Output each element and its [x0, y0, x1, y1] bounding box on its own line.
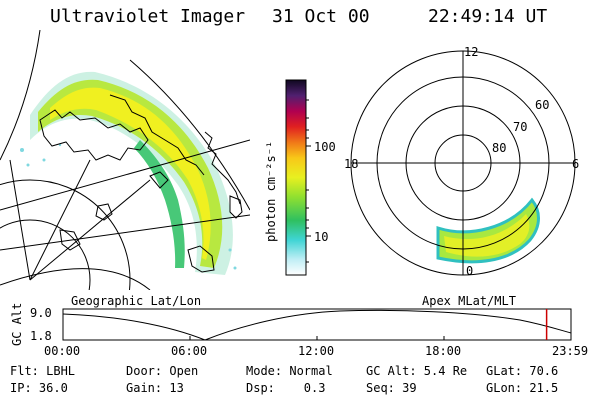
geographic-label: Geographic Lat/Lon — [71, 294, 202, 308]
lat-label-60: 60 — [535, 98, 550, 112]
info-seq: Seq: 39 — [366, 381, 417, 395]
info-gc-alt: GC Alt: 5.4 Re — [366, 364, 468, 378]
polar-plot — [350, 50, 576, 276]
timeline-tick-0: 00:00 — [44, 344, 81, 358]
colorbar-tick-100: 100 — [314, 140, 336, 154]
timeline-plot — [62, 308, 572, 341]
mlt-label-6: 6 — [572, 157, 580, 171]
mlt-label-0: 0 — [466, 264, 474, 278]
colorbar-tick-10: 10 — [314, 230, 329, 244]
lat-label-70: 70 — [513, 120, 528, 134]
date-label: 31 Oct 00 — [272, 6, 370, 27]
time-label: 22:49:14 UT — [428, 6, 548, 27]
timeline-tick-2: 12:00 — [298, 344, 335, 358]
mlt-label-12: 12 — [464, 45, 479, 59]
colorbar-unit-label: photon cm⁻²s⁻¹ — [264, 140, 278, 242]
info-filter: Flt: LBHL — [10, 364, 76, 378]
timeline-y-bottom: 1.8 — [30, 329, 52, 343]
info-glat: GLat: 70.6 — [486, 364, 559, 378]
timeline-tick-4: 23:59 — [552, 344, 589, 358]
aurora-band-core — [50, 87, 211, 260]
apex-label: Apex MLat/MLT — [422, 294, 516, 308]
timeline-tick-3: 18:00 — [425, 344, 462, 358]
aurora-band-mid — [38, 79, 223, 268]
info-gain: Gain: 13 — [126, 381, 184, 395]
instrument-title: Ultraviolet Imager — [50, 6, 246, 27]
aurora-band-outer — [30, 71, 233, 275]
timeline-ylabel: GC Alt — [10, 302, 24, 346]
timeline-tick-1: 06:00 — [171, 344, 208, 358]
colorbar — [285, 79, 307, 276]
info-mode: Mode: Normal — [246, 364, 333, 378]
info-ip: IP: 36.0 — [10, 381, 68, 395]
info-glon: GLon: 21.5 — [486, 381, 559, 395]
lat-label-80: 80 — [492, 141, 507, 155]
timeline-y-top: 9.0 — [30, 306, 52, 320]
mlt-label-18: 18 — [344, 157, 359, 171]
info-door: Door: Open — [126, 364, 199, 378]
info-dsp: Dsp: 0.3 — [246, 381, 326, 395]
geographic-map — [0, 30, 250, 290]
